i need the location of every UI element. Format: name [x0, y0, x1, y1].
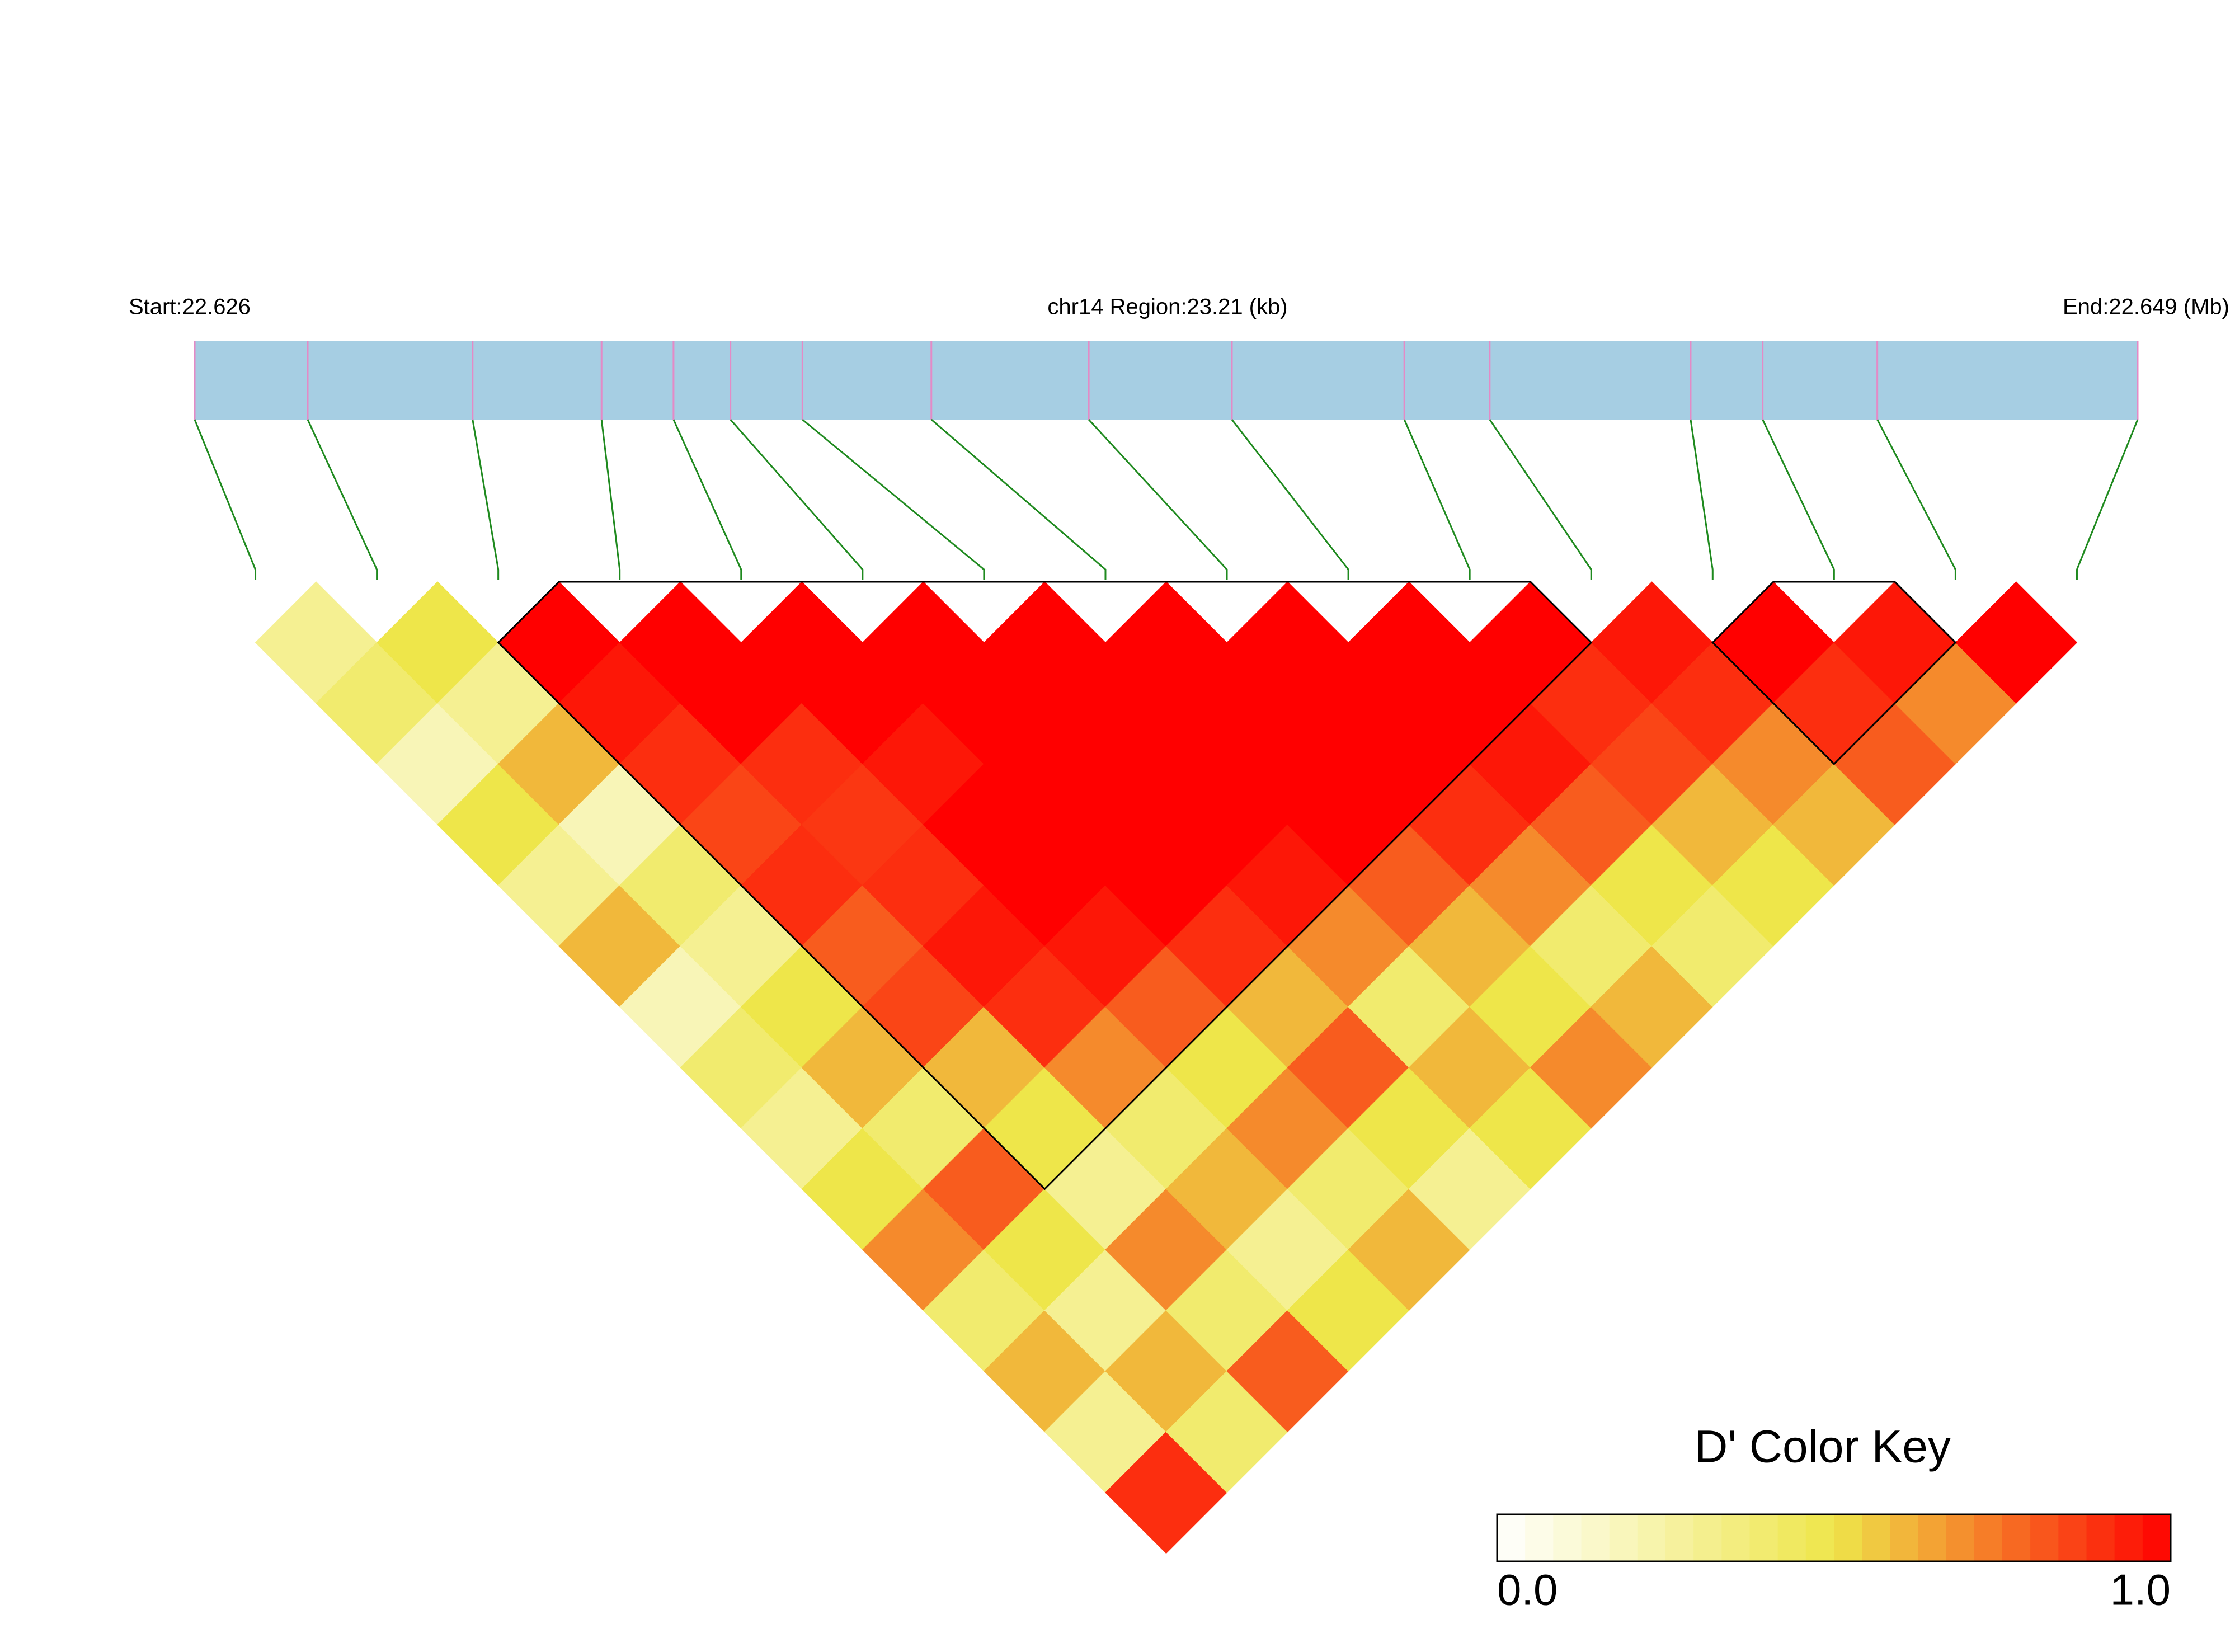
color-key-label: 0.0: [1497, 1565, 1558, 1615]
snp-link: [730, 419, 864, 580]
color-key-swatch: [1890, 1514, 1919, 1561]
color-key-swatch: [1974, 1514, 2003, 1561]
color-key-swatch: [1609, 1514, 1638, 1561]
color-key-frame: [1496, 1513, 2172, 1562]
color-key-swatch: [1581, 1514, 1610, 1561]
color-key-swatch: [1862, 1514, 1891, 1561]
snp-link: [472, 419, 500, 580]
color-key-swatch: [2030, 1514, 2059, 1561]
color-key-swatch: [1749, 1514, 1778, 1561]
snp-link: [1690, 419, 1714, 580]
color-key-swatch: [1553, 1514, 1582, 1561]
color-key-swatch: [1497, 1514, 1526, 1561]
color-key-swatch: [2142, 1514, 2171, 1561]
end-label: End:22.649 (Mb): [2063, 295, 2229, 319]
snp-link: [930, 418, 1107, 580]
snp-link: [1231, 419, 1349, 580]
color-key-title: D' Color Key: [1695, 1422, 1951, 1472]
color-key-swatch: [1834, 1514, 1863, 1561]
color-key-swatch: [1693, 1514, 1723, 1561]
color-key-swatch: [2086, 1514, 2115, 1561]
snp-link: [802, 418, 985, 580]
snp-link: [1876, 419, 1956, 580]
ld-cell: [1955, 581, 2078, 704]
snp-link: [1762, 419, 1835, 580]
color-key-swatch: [1665, 1514, 1695, 1561]
ld-block: [1711, 581, 1957, 765]
start-label: Start:22.626: [129, 295, 251, 319]
color-key-swatch: [2058, 1514, 2087, 1561]
region-bar: [195, 341, 2138, 420]
snp-link: [600, 419, 621, 580]
snp-link: [1403, 419, 1471, 580]
snp-link: [1489, 419, 1592, 580]
color-key-swatch: [1918, 1514, 1947, 1561]
color-key-label: 1.0: [2110, 1565, 2171, 1615]
snp-link: [2076, 419, 2139, 580]
color-key-swatch: [2002, 1514, 2031, 1561]
color-key-swatch: [1721, 1514, 1751, 1561]
snp-link: [194, 419, 257, 580]
region-label: chr14 Region:23.21 (kb): [1047, 295, 1287, 319]
color-key-swatch: [1637, 1514, 1666, 1561]
color-key-swatch: [1525, 1514, 1554, 1561]
snp-link: [672, 419, 742, 580]
color-key-swatch: [1777, 1514, 1806, 1561]
snp-link: [1088, 418, 1228, 580]
snp-link: [307, 419, 378, 580]
color-key-swatch: [2114, 1514, 2143, 1561]
color-key-swatch: [1805, 1514, 1834, 1561]
color-key-swatch: [1946, 1514, 1975, 1561]
ld-block: [497, 581, 1593, 1190]
